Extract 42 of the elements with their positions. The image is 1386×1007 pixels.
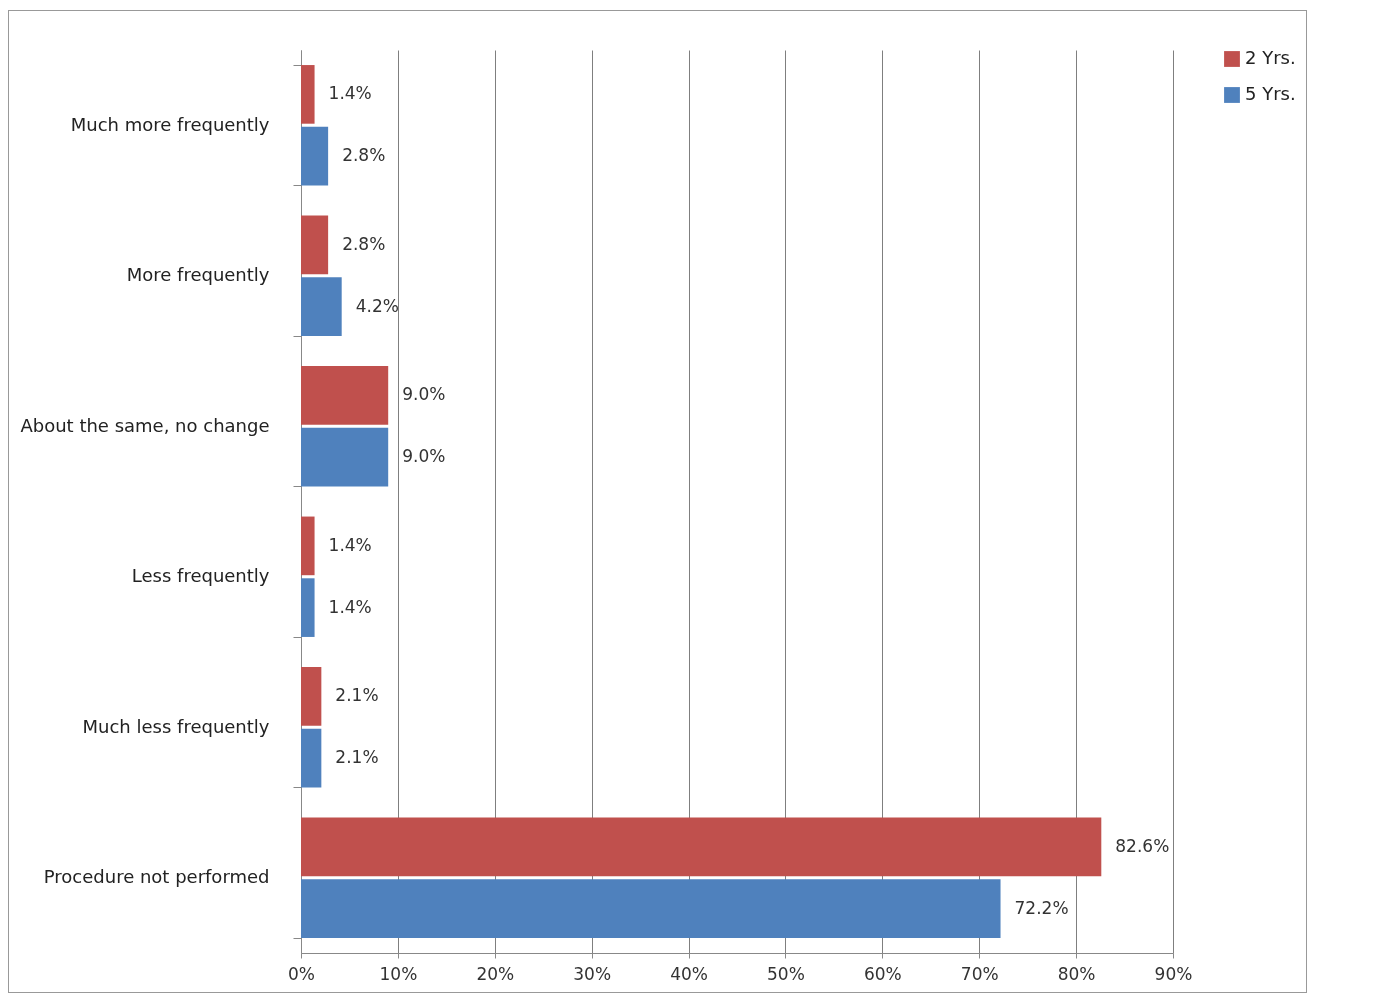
data-label: 9.0% xyxy=(402,446,446,467)
bar xyxy=(301,879,1001,938)
bar xyxy=(301,277,342,336)
data-label: 2.1% xyxy=(335,747,379,768)
data-label: 82.6% xyxy=(1115,835,1170,856)
data-label: 9.0% xyxy=(402,384,446,405)
x-tick-label: 70% xyxy=(960,963,999,984)
x-tick-label: 20% xyxy=(476,963,515,984)
bar xyxy=(301,65,315,124)
bar xyxy=(301,667,322,726)
y-tick-label: Less frequently xyxy=(131,565,270,587)
bar xyxy=(301,516,315,576)
data-label: 1.4% xyxy=(328,534,372,555)
bar xyxy=(301,728,322,788)
legend-label: 2 Yrs. xyxy=(1245,47,1296,68)
y-tick-label: Procedure not performed xyxy=(43,866,270,888)
x-tick-label: 40% xyxy=(670,963,708,984)
x-tick-label: 50% xyxy=(767,963,805,984)
data-label: 2.8% xyxy=(342,145,386,166)
y-tick-label: Much less frequently xyxy=(82,715,270,737)
bar xyxy=(301,817,1102,877)
data-label: 2.1% xyxy=(335,685,379,706)
bar xyxy=(301,427,389,487)
y-tick-label: About the same, no change xyxy=(20,414,270,436)
x-tick-label: 90% xyxy=(1154,963,1193,984)
bar xyxy=(301,126,329,186)
data-label: 72.2% xyxy=(1014,897,1069,918)
x-tick-label: 80% xyxy=(1057,963,1096,984)
x-tick-label: 30% xyxy=(573,963,612,984)
x-tick-label: 60% xyxy=(863,963,902,984)
bar xyxy=(301,578,315,637)
data-label: 1.4% xyxy=(328,83,372,104)
data-label: 1.4% xyxy=(328,596,372,617)
legend-label: 5 Yrs. xyxy=(1245,83,1296,104)
data-label: 2.8% xyxy=(342,233,386,254)
bar xyxy=(301,366,389,425)
x-tick-label: 0% xyxy=(288,963,315,984)
bar xyxy=(301,215,329,275)
y-tick-label: More frequently xyxy=(126,264,270,286)
x-tick-label: 10% xyxy=(379,963,418,984)
data-label: 4.2% xyxy=(355,295,399,316)
y-tick-label: Much more frequently xyxy=(70,113,270,135)
